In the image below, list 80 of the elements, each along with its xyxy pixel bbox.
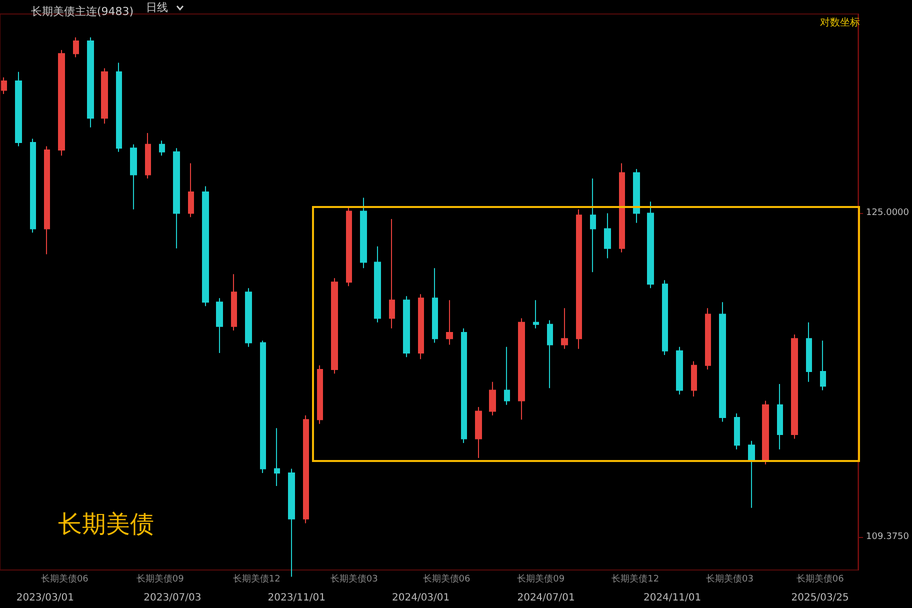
candlestick [360, 197, 367, 269]
x-tick-label: 2023/11/01 [268, 592, 326, 604]
x-tick-label: 2024/03/01 [392, 592, 450, 604]
candlestick [202, 186, 209, 307]
candlestick [734, 412, 740, 450]
candlestick [489, 381, 496, 416]
candlestick [346, 206, 352, 287]
candlestick [604, 212, 611, 259]
x-tick-label: 2024/11/01 [643, 592, 702, 604]
candlestick [533, 300, 539, 329]
candlestick [274, 428, 280, 487]
candlestick [676, 346, 683, 395]
candlestick [705, 308, 711, 370]
candlestick [806, 322, 812, 382]
candlestick [647, 201, 654, 289]
candlestick [15, 71, 22, 147]
x-tick-label: 2023/07/03 [144, 592, 202, 604]
candlestick [748, 440, 755, 508]
candlestick [762, 400, 769, 465]
x2-tick-label: 长期美债09 [136, 574, 184, 584]
candlestick [288, 468, 295, 578]
candlestick [245, 288, 252, 348]
candlestick [403, 296, 410, 358]
candlestick [159, 140, 165, 156]
candlestick [691, 360, 697, 398]
candlestick [260, 340, 266, 474]
candlestick [432, 268, 438, 344]
candlestick [791, 334, 798, 440]
candlestick [418, 294, 424, 360]
x-tick-label: 2024/07/01 [517, 592, 575, 604]
candlestick [461, 328, 467, 444]
candlestick [317, 364, 323, 424]
x2-tick-label: 长期美债03 [706, 574, 754, 584]
candlestick [576, 208, 582, 350]
x2-tick-label: 长期美债06 [422, 574, 470, 584]
x2-tick-label: 长期美债06 [40, 574, 89, 584]
annotation: 对数坐标 [820, 16, 860, 28]
candlestick [231, 274, 237, 331]
x-tick-label: 2025/03/25 [791, 592, 849, 604]
candlestick [633, 168, 640, 224]
x2-tick-label: 长期美债12 [232, 574, 280, 584]
y-tick-label: 125.0000 [866, 208, 910, 218]
candlestick [216, 298, 223, 354]
candlestick [446, 300, 453, 346]
x2-tick-label: 长期美债09 [517, 574, 565, 584]
candlestick [303, 414, 309, 524]
candlestick [130, 144, 137, 210]
text: 日线 [146, 1, 168, 14]
candlestick [331, 278, 338, 374]
candlestick [475, 406, 482, 458]
x2-tick-label: 长期美债12 [612, 574, 660, 584]
candlestick [116, 62, 122, 152]
candlestick [777, 384, 783, 450]
candlestick [73, 36, 79, 58]
candlestick [145, 132, 151, 180]
candlestick [389, 218, 395, 329]
candlestick [188, 162, 194, 218]
candlestick [30, 138, 36, 234]
candlestick [619, 162, 625, 253]
candlestick [662, 280, 668, 356]
candlestick [1, 76, 7, 94]
candlestick [374, 246, 381, 323]
chart-title: 长期美债主连(9483) [31, 5, 134, 18]
candlestick [504, 346, 510, 406]
candlestick [820, 340, 826, 391]
x2-tick-label: 长期美债06 [796, 574, 844, 584]
candlestick [87, 36, 94, 128]
candlestick [719, 302, 726, 422]
candlestick [173, 148, 180, 249]
candlestick [58, 50, 65, 156]
y-tick-label: 109.3750 [866, 532, 910, 542]
candlestick [44, 146, 50, 255]
candlestick [518, 318, 525, 420]
x-tick-label: 2023/03/01 [16, 592, 74, 604]
candlestick [590, 178, 596, 273]
candlestick [101, 68, 108, 124]
x2-tick-label: 长期美债03 [330, 574, 378, 584]
annotation: 长期美债 [58, 510, 154, 538]
candlestick [547, 320, 553, 389]
candlestick [561, 308, 568, 350]
